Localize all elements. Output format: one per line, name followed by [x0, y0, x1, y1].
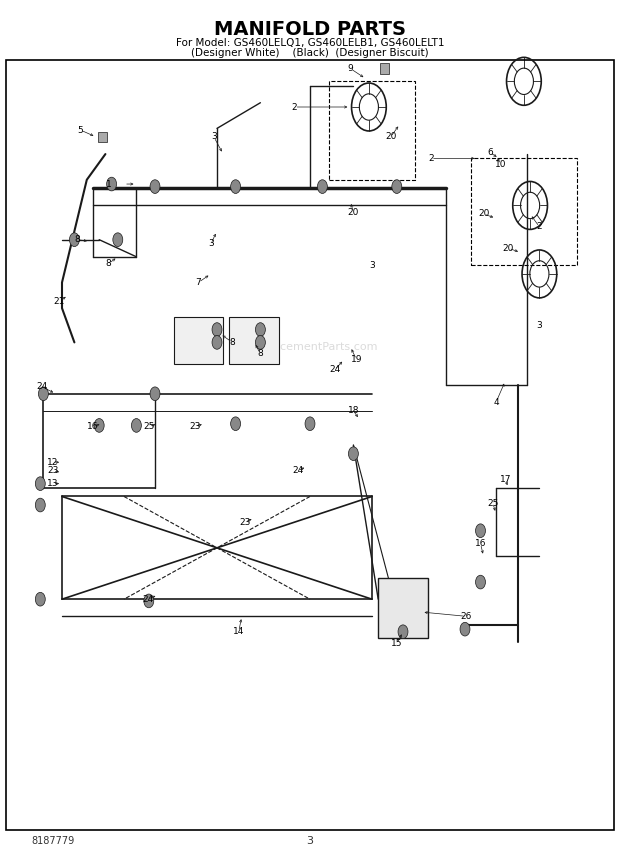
Text: 2: 2: [428, 154, 434, 163]
Circle shape: [231, 180, 241, 193]
Text: 5: 5: [78, 126, 84, 134]
Circle shape: [212, 336, 222, 349]
Circle shape: [476, 524, 485, 538]
Text: 13: 13: [47, 479, 58, 488]
Circle shape: [38, 387, 48, 401]
Text: 21: 21: [53, 297, 64, 306]
Circle shape: [305, 417, 315, 431]
Text: 3: 3: [208, 240, 214, 248]
Text: 24: 24: [292, 467, 303, 475]
Bar: [329, 81, 415, 180]
Circle shape: [150, 180, 160, 193]
Text: 16: 16: [475, 539, 486, 548]
Text: 26: 26: [461, 612, 472, 621]
Text: 23: 23: [190, 422, 201, 431]
Text: 24: 24: [329, 366, 340, 374]
Circle shape: [231, 417, 241, 431]
Text: 24: 24: [37, 383, 48, 391]
Text: 20: 20: [385, 133, 396, 141]
Text: 3: 3: [369, 261, 375, 270]
Circle shape: [255, 336, 265, 349]
Text: 8187779: 8187779: [31, 835, 74, 846]
Text: 1: 1: [105, 180, 112, 188]
Text: 24: 24: [142, 595, 153, 603]
Text: For Model: GS460LELQ1, GS460LELB1, GS460LELT1: For Model: GS460LELQ1, GS460LELB1, GS460…: [175, 38, 445, 48]
Circle shape: [113, 233, 123, 247]
Text: 9: 9: [347, 64, 353, 73]
Text: 17: 17: [500, 475, 511, 484]
Text: 3: 3: [536, 321, 542, 330]
Text: 15: 15: [391, 639, 402, 648]
Circle shape: [144, 594, 154, 608]
Text: 8: 8: [105, 259, 112, 268]
Circle shape: [150, 387, 160, 401]
Text: 18: 18: [348, 407, 359, 415]
Circle shape: [212, 323, 222, 336]
Text: 16: 16: [87, 422, 99, 431]
Text: (Designer White)    (Black)  (Designer Biscuit): (Designer White) (Black) (Designer Biscu…: [191, 48, 429, 58]
Text: 20: 20: [478, 210, 489, 218]
Circle shape: [69, 233, 79, 247]
Circle shape: [35, 498, 45, 512]
Text: 19: 19: [351, 355, 362, 364]
Text: 25: 25: [143, 422, 154, 431]
Text: 6: 6: [487, 148, 493, 157]
Bar: [98, 132, 107, 142]
Text: 8: 8: [229, 338, 236, 347]
Text: 3: 3: [211, 133, 217, 141]
Text: 2: 2: [536, 223, 542, 231]
Circle shape: [476, 575, 485, 589]
Circle shape: [255, 323, 265, 336]
Circle shape: [317, 180, 327, 193]
Circle shape: [392, 180, 402, 193]
Circle shape: [107, 177, 117, 191]
Circle shape: [398, 625, 408, 639]
Text: 25: 25: [487, 499, 498, 508]
Bar: [174, 317, 223, 364]
Circle shape: [348, 447, 358, 461]
Text: 8: 8: [74, 235, 81, 244]
Text: 8: 8: [257, 349, 264, 358]
Text: 23: 23: [239, 518, 250, 526]
Text: eReplacementParts.com: eReplacementParts.com: [242, 342, 378, 352]
Text: MANIFOLD PARTS: MANIFOLD PARTS: [214, 21, 406, 39]
Text: 4: 4: [493, 398, 499, 407]
Circle shape: [460, 622, 470, 636]
Bar: [229, 317, 279, 364]
Circle shape: [131, 419, 141, 432]
Bar: [378, 578, 428, 638]
Text: 7: 7: [195, 278, 202, 287]
Circle shape: [35, 477, 45, 490]
Text: 20: 20: [348, 208, 359, 217]
Text: 23: 23: [47, 467, 58, 475]
Text: 10: 10: [495, 160, 507, 169]
Bar: [379, 63, 389, 74]
Text: 14: 14: [233, 627, 244, 636]
Circle shape: [35, 592, 45, 606]
Bar: [471, 158, 577, 265]
Text: 20: 20: [503, 244, 514, 253]
Text: 2: 2: [291, 103, 298, 111]
Text: 3: 3: [306, 835, 314, 846]
Text: 12: 12: [47, 458, 58, 467]
Circle shape: [94, 419, 104, 432]
